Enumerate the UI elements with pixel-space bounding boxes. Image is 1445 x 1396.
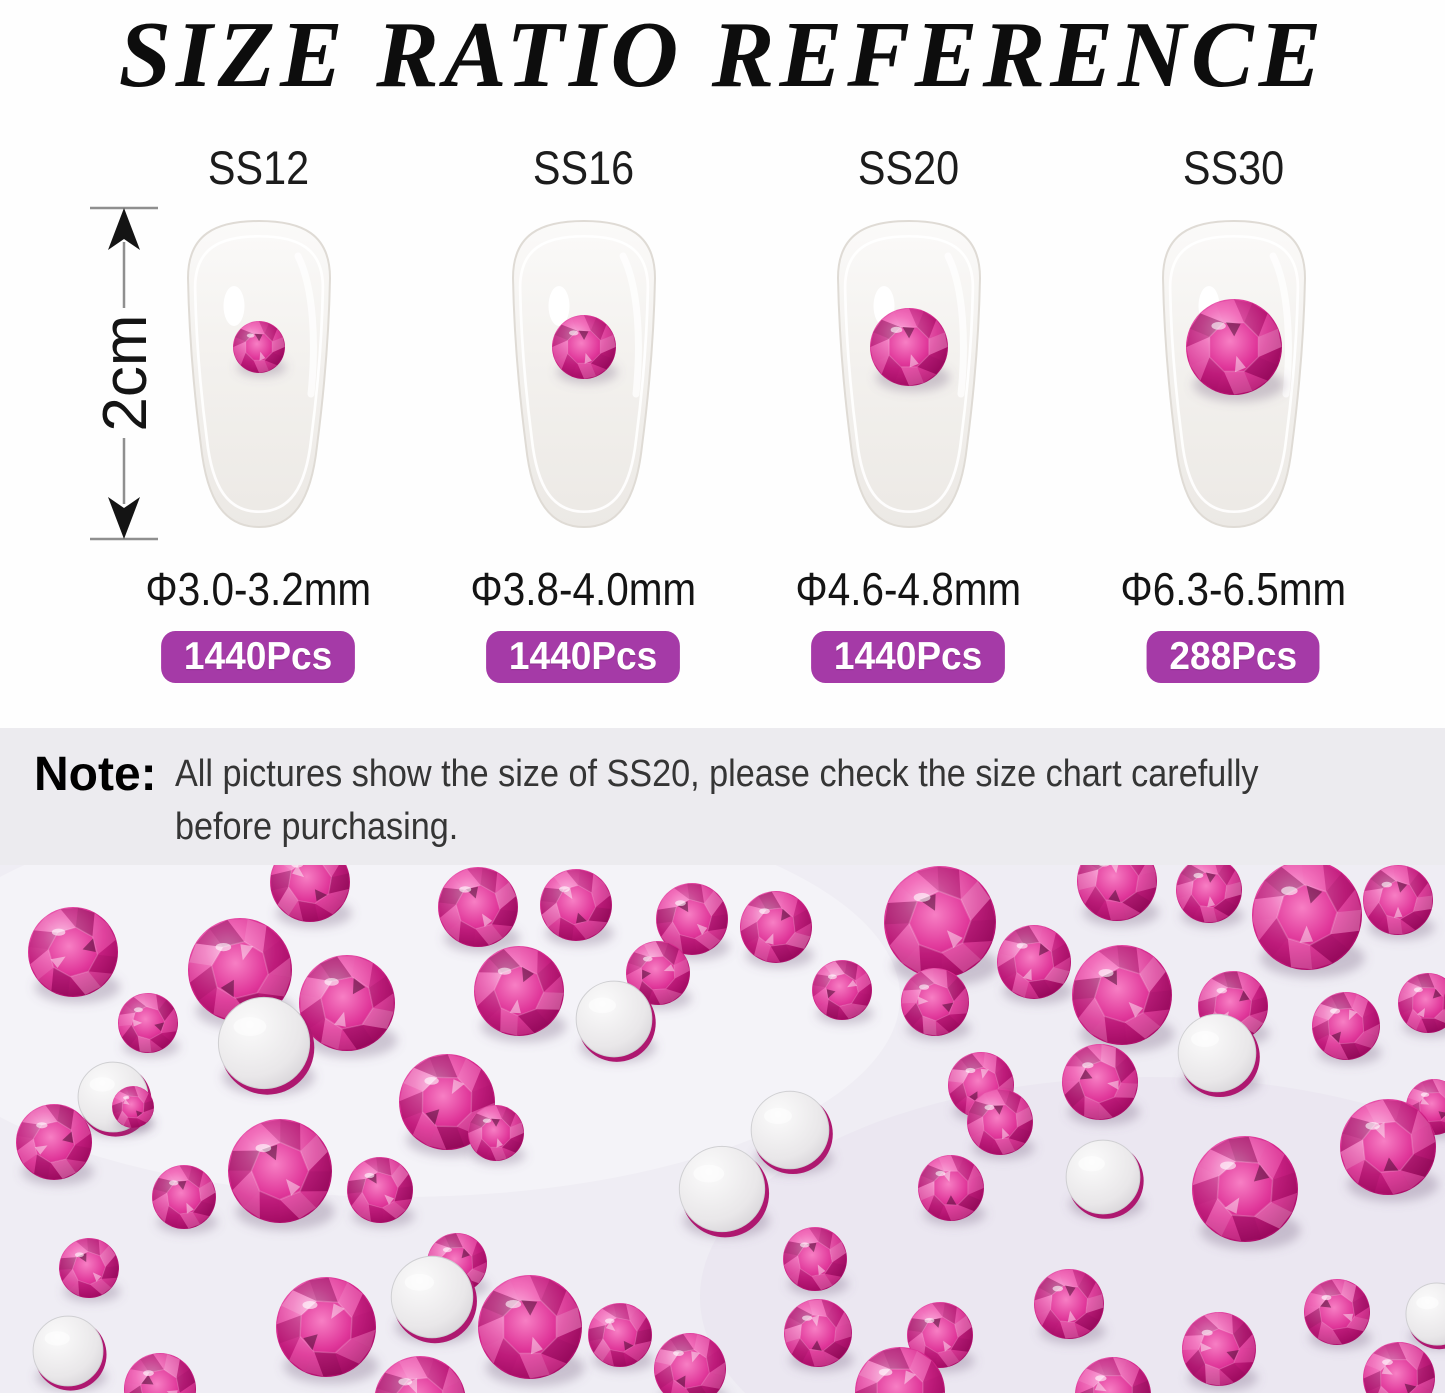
- size-column-ss12: SS12 Φ3.0-3.2mm 1440Pcs: [96, 140, 421, 683]
- page-title: SIZE RATIO REFERENCE: [118, 3, 1327, 107]
- arrowhead-down-icon: [108, 497, 140, 539]
- diameter-label: Φ3.0-3.2mm: [145, 563, 372, 615]
- size-label: SS16: [532, 141, 635, 194]
- nail-tip-ss16: [499, 214, 669, 534]
- pieces-badge: 1440Pcs: [486, 631, 681, 683]
- arrowhead-up-icon: [108, 208, 140, 250]
- diameter-label: Φ3.8-4.0mm: [470, 563, 697, 615]
- dimension-label: 2cm: [91, 314, 160, 431]
- pieces-badge: 1440Pcs: [161, 631, 356, 683]
- size-column-ss20: SS20 Φ4.6-4.8mm 1440Pcs: [746, 140, 1071, 683]
- note-strip: Note: All pictures show the size of SS20…: [0, 728, 1445, 865]
- note-label: Note:: [34, 748, 157, 801]
- diameter-label: Φ6.3-6.5mm: [1120, 563, 1347, 615]
- size-column-ss30: SS30 Φ6.3-6.5mm 288Pcs: [1071, 140, 1396, 683]
- size-columns: SS12 Φ3.0-3.2mm 1440Pcs SS16 Φ3.8-4.0mm …: [96, 140, 1396, 683]
- size-comparison-row: 2cm SS12 Φ3.0-3.2mm 1440Pcs SS16 Φ3.8-4.…: [0, 140, 1445, 684]
- rhinestones-photo: [0, 865, 1445, 1393]
- nail-tip-ss30: [1149, 214, 1319, 534]
- nail-tip-ss12: [174, 214, 344, 534]
- size-label: SS20: [857, 141, 960, 194]
- pieces-badge: 288Pcs: [1146, 631, 1321, 683]
- note-line-1: All pictures show the size of SS20, plea…: [174, 753, 1259, 795]
- nail-tip-ss20: [824, 214, 994, 534]
- note-line-2: before purchasing.: [174, 806, 458, 848]
- diameter-label: Φ4.6-4.8mm: [795, 563, 1022, 615]
- pieces-badge: 1440Pcs: [811, 631, 1006, 683]
- size-label: SS30: [1182, 141, 1285, 194]
- dimension-arrow: 2cm: [90, 206, 160, 541]
- size-label: SS12: [207, 141, 310, 194]
- size-column-ss16: SS16 Φ3.8-4.0mm 1440Pcs: [421, 140, 746, 683]
- note-text: All pictures show the size of SS20, plea…: [175, 748, 1259, 854]
